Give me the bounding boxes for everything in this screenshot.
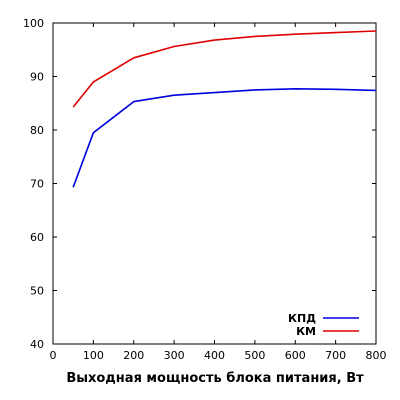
x-tick-label: 600 [285, 349, 306, 362]
x-tick-label: 800 [366, 349, 387, 362]
legend-label: КПД [288, 312, 316, 325]
series-line [72, 30, 377, 108]
axes: 40 50 60 70 80 90 100 0 100 200 300 400 500 600 700 800 [23, 17, 387, 362]
x-axis-label: Выходная мощность блока питания, Вт [66, 371, 364, 386]
y-tick-label: 40 [30, 338, 44, 351]
y-tick-label: 80 [30, 124, 44, 137]
y-tick-label: 100 [23, 17, 44, 30]
y-tick-label: 70 [30, 178, 44, 191]
x-tick-label: 100 [83, 349, 104, 362]
x-tick-label: 300 [164, 349, 185, 362]
x-tick-label: 400 [204, 349, 225, 362]
x-tick-label: 700 [325, 349, 346, 362]
y-tick-label: 60 [30, 231, 44, 244]
y-tick-label: 90 [30, 71, 44, 84]
y-tick-label: 50 [30, 285, 44, 298]
series-group [72, 30, 377, 188]
legend-label: КМ [296, 325, 316, 338]
x-tick-label: 0 [50, 349, 57, 362]
x-tick-label: 200 [123, 349, 144, 362]
x-tick-label: 500 [244, 349, 265, 362]
series-line [72, 88, 377, 188]
